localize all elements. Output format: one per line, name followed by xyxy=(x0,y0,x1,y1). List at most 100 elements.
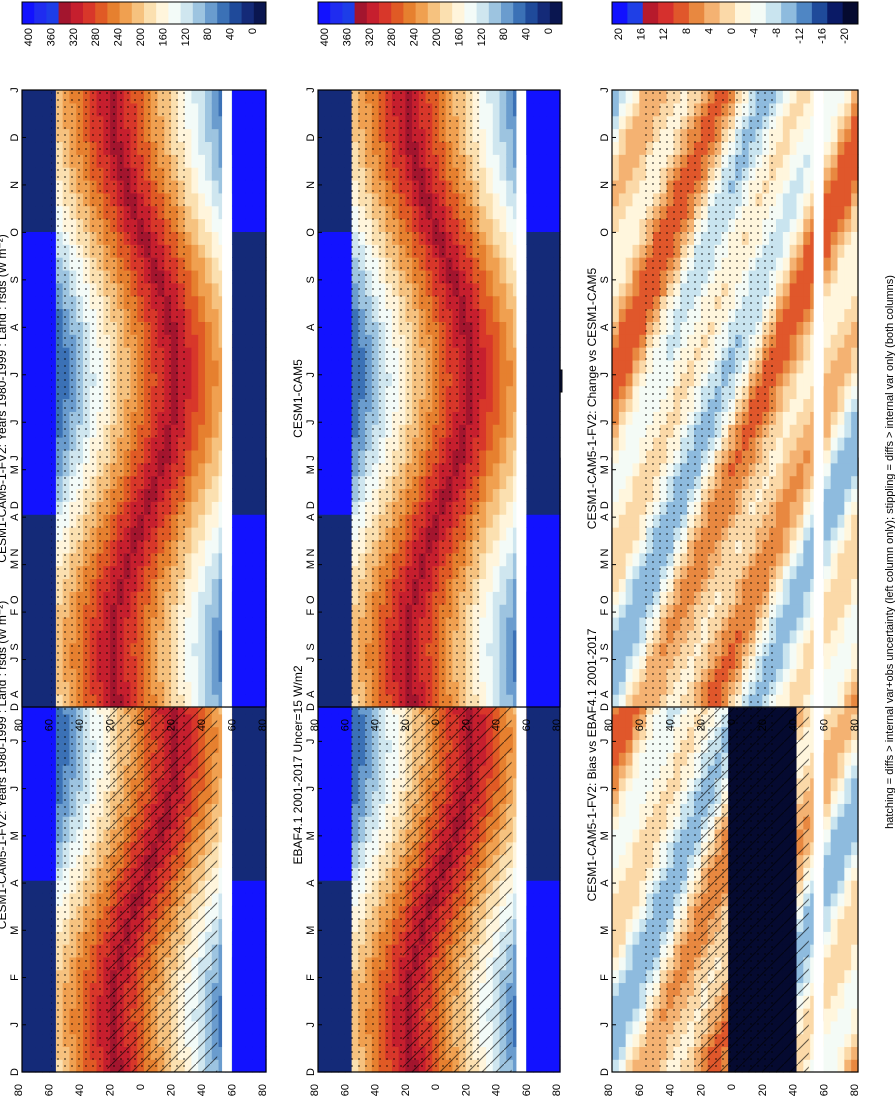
heatmap-cell xyxy=(331,1046,339,1060)
heatmap-cell xyxy=(238,790,247,804)
heatmap-cell xyxy=(35,462,43,477)
heatmap-cell xyxy=(35,424,43,438)
heatmap-cell xyxy=(184,681,193,695)
month-tick-label: M xyxy=(9,831,21,840)
heatmap-cell xyxy=(238,347,247,361)
heatmap-cell xyxy=(191,424,199,438)
heatmap-cell xyxy=(331,969,339,984)
heatmap-cell xyxy=(205,359,213,374)
heatmap-cell xyxy=(259,167,267,181)
heatmap-cell xyxy=(184,385,193,400)
heatmap-cell xyxy=(245,115,254,130)
month-tick-label: S xyxy=(9,276,21,283)
heatmap-cell xyxy=(211,424,220,438)
heatmap-cell xyxy=(259,777,267,792)
heatmap-cell xyxy=(28,437,37,451)
heatmap-cell xyxy=(259,347,267,361)
heatmap-cell xyxy=(35,591,43,605)
heatmap-cell xyxy=(245,527,254,541)
heatmap-cell xyxy=(259,1059,267,1073)
heatmap-cell xyxy=(232,244,240,258)
heatmap-cell xyxy=(198,591,206,605)
latitude-tick-label: 0 xyxy=(135,719,147,725)
heatmap-cell xyxy=(252,437,260,451)
heatmap-cell xyxy=(232,514,240,528)
latitude-tick-label: 20 xyxy=(166,1084,178,1096)
heatmap-cell xyxy=(42,179,50,194)
heatmap-cell xyxy=(245,880,254,894)
heatmap-cell xyxy=(211,179,220,194)
heatmap-cell xyxy=(28,282,37,297)
heatmap-cell xyxy=(22,752,30,766)
heatmap-cell xyxy=(28,488,37,502)
heatmap-cell xyxy=(259,205,267,220)
heatmap-cell xyxy=(238,1008,247,1022)
heatmap-cell xyxy=(22,269,30,284)
heatmap-cell xyxy=(35,102,43,117)
heatmap-cell xyxy=(211,642,220,657)
heatmap-cell xyxy=(191,578,199,592)
heatmap-cell xyxy=(245,192,254,207)
heatmap-cell xyxy=(205,629,213,644)
heatmap-cell xyxy=(198,604,206,618)
colorbar-tick-label: 400 xyxy=(23,28,35,46)
heatmap-cell xyxy=(238,854,247,868)
heatmap-cell xyxy=(232,308,240,322)
heatmap-cell xyxy=(324,841,333,856)
heatmap-cell xyxy=(22,449,30,464)
heatmap-cell xyxy=(318,752,326,766)
heatmap-cell xyxy=(205,681,213,695)
heatmap-cell xyxy=(232,956,240,971)
heatmap-cell xyxy=(238,777,247,792)
heatmap-cell xyxy=(35,527,43,541)
heatmap-cell xyxy=(205,115,213,130)
heatmap-cell xyxy=(238,765,247,779)
heatmap-cell xyxy=(324,803,333,817)
heatmap-cell xyxy=(35,192,43,207)
heatmap-cell xyxy=(238,604,247,618)
heatmap-cell xyxy=(238,828,247,843)
heatmap-cell xyxy=(252,969,260,984)
heatmap-cell xyxy=(338,854,346,868)
month-tick-label: O xyxy=(9,228,21,237)
heatmap-cell xyxy=(22,578,30,592)
heatmap-cell xyxy=(22,790,30,804)
heatmap-cell xyxy=(324,790,333,804)
heatmap-cell xyxy=(28,359,37,374)
heatmap-cell xyxy=(252,1033,260,1048)
heatmap-cell xyxy=(191,488,199,502)
heatmap-cell xyxy=(318,777,326,792)
colorbar-swatch xyxy=(34,2,47,24)
heatmap-cell xyxy=(198,475,206,490)
heatmap-cell xyxy=(22,295,30,310)
heatmap-cell xyxy=(42,501,50,515)
colorbar-swatch xyxy=(58,2,72,24)
heatmap-cell xyxy=(245,514,254,528)
heatmap-cell xyxy=(205,269,213,284)
heatmap-cell xyxy=(331,713,339,728)
heatmap-cell xyxy=(22,956,30,971)
heatmap-cell xyxy=(252,192,260,207)
heatmap-cell xyxy=(191,115,199,130)
heatmap-cell xyxy=(42,604,50,618)
heatmap-cell xyxy=(331,765,339,779)
heatmap-cell xyxy=(184,552,193,567)
heatmap-cell xyxy=(35,1046,43,1060)
heatmap-cell xyxy=(198,437,206,451)
heatmap-cell xyxy=(198,565,206,580)
colorbar-tick-label: 320 xyxy=(68,28,80,46)
heatmap-cell xyxy=(35,128,43,143)
heatmap-cell xyxy=(28,726,37,741)
heatmap-cell xyxy=(35,244,43,258)
heatmap-cell xyxy=(191,179,199,194)
heatmap-cell xyxy=(35,867,43,881)
heatmap-cell xyxy=(28,777,37,792)
heatmap-cell xyxy=(259,828,267,843)
heatmap-cell xyxy=(28,617,37,631)
heatmap-cell xyxy=(42,231,50,245)
heatmap-cell xyxy=(245,803,254,817)
latitude-tick-label: 0 xyxy=(135,1084,147,1090)
heatmap-cell xyxy=(245,726,254,741)
heatmap-cell xyxy=(338,918,346,932)
heatmap-cell xyxy=(238,102,247,117)
